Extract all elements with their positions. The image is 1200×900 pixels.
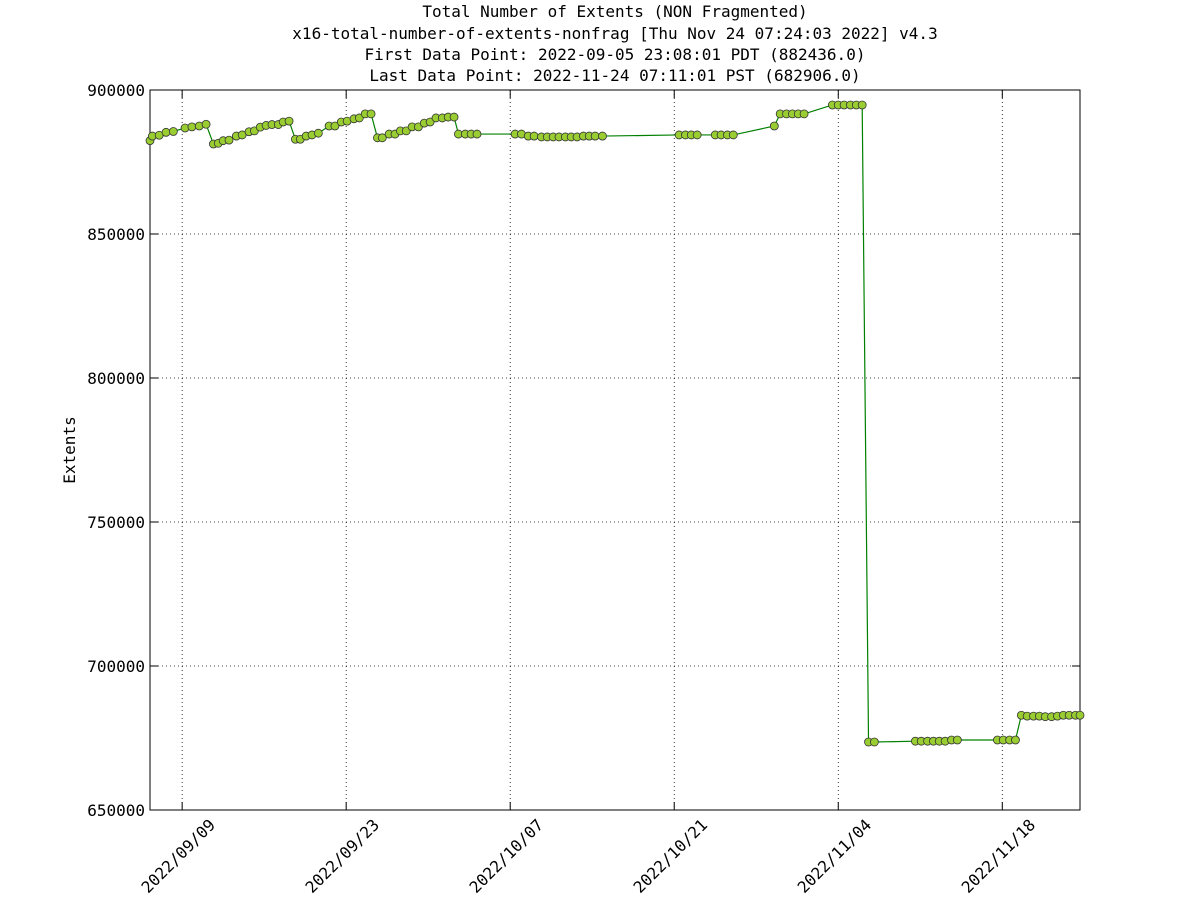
data-point — [472, 129, 482, 139]
data-point — [284, 116, 294, 126]
data-point — [161, 127, 171, 137]
chart-subtitle: Last Data Point: 2022-11-24 07:11:01 PST… — [369, 66, 860, 85]
data-point — [1075, 710, 1085, 720]
plot-frame — [149, 89, 1081, 811]
chart-subtitle: x16-total-number-of-extents-nonfrag [Thu… — [292, 24, 937, 43]
data-point — [952, 735, 962, 745]
y-tick-label: 650000 — [87, 801, 145, 820]
data-point — [1011, 735, 1020, 745]
data-point — [449, 112, 459, 122]
data-point — [857, 100, 867, 110]
data-point — [598, 131, 607, 141]
y-tick-label: 850000 — [87, 225, 145, 244]
data-point — [366, 109, 376, 119]
data-point — [224, 135, 234, 145]
y-tick-label: 750000 — [87, 513, 145, 532]
data-point — [869, 737, 879, 747]
y-tick-label: 900000 — [87, 81, 145, 100]
data-point — [590, 131, 600, 141]
data-point — [377, 133, 387, 143]
data-point — [187, 122, 197, 132]
y-tick-label: 700000 — [87, 657, 145, 676]
data-point — [769, 121, 779, 131]
data-point — [168, 127, 178, 136]
data-point — [330, 121, 340, 131]
y-axis-label: Extents — [60, 416, 79, 483]
data-point — [201, 119, 211, 129]
y-tick-label: 800000 — [87, 369, 145, 388]
chart-subtitle: First Data Point: 2022-09-05 23:08:01 PD… — [365, 45, 866, 64]
chart-title: Total Number of Extents (NON Fragmented) — [422, 2, 807, 21]
data-point — [692, 130, 702, 140]
data-point — [529, 131, 539, 141]
data-point — [728, 130, 738, 140]
data-point — [313, 128, 323, 138]
data-point — [799, 109, 809, 119]
